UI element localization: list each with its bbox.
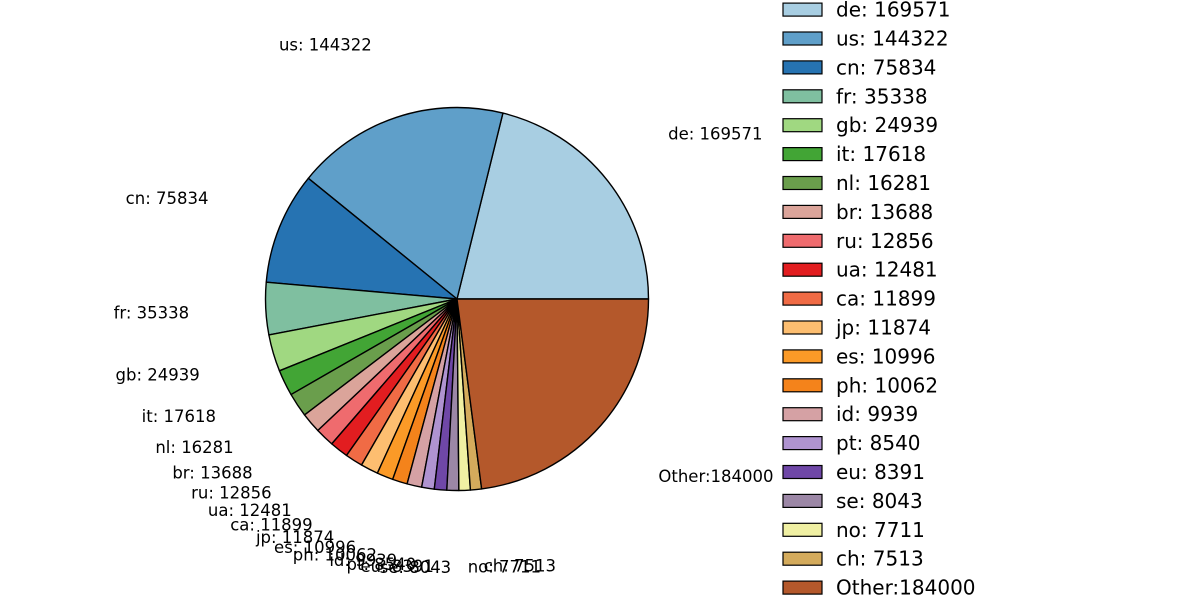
legend-label-Other: Other:184000 <box>836 576 976 600</box>
pie-label-us: us: 144322 <box>279 36 372 55</box>
pie-label-fr: fr: 35338 <box>114 303 190 322</box>
pie-label-de: de: 169571 <box>668 124 762 143</box>
pie-label-eu: eu: 8391 <box>360 557 433 576</box>
legend-item-se: se: 8043 <box>782 489 923 513</box>
pie-label-ua: ua: 12481 <box>208 501 292 520</box>
pie-label-id: id: 9939 <box>329 551 397 570</box>
legend-label-pt: pt: 8540 <box>836 431 921 455</box>
legend-item-de: de: 169571 <box>782 0 950 22</box>
pie-label-ph: ph: 10062 <box>293 546 377 565</box>
pie-label-Other: Other:184000 <box>658 467 773 486</box>
legend-swatch-id <box>782 407 823 422</box>
pie-label-jp: jp: 11874 <box>255 528 334 547</box>
legend-swatch-br <box>782 204 823 219</box>
legend-label-id: id: 9939 <box>836 402 918 426</box>
legend-item-nl: nl: 16281 <box>782 171 931 195</box>
legend-item-eu: eu: 8391 <box>782 460 925 484</box>
pie-wedge-de <box>456 112 650 300</box>
pie-wedges <box>264 106 650 492</box>
legend-label-ch: ch: 7513 <box>836 547 924 571</box>
legend-item-ua: ua: 12481 <box>782 258 938 282</box>
pie-label-ru: ru: 12856 <box>191 483 272 502</box>
pie-wedge-Other <box>456 298 650 490</box>
legend-swatch-pt <box>782 436 823 451</box>
legend-item-ru: ru: 12856 <box>782 229 934 253</box>
legend-item-pt: pt: 8540 <box>782 431 921 455</box>
legend-swatch-nl <box>782 175 823 191</box>
legend-label-it: it: 17618 <box>836 142 926 166</box>
legend-label-cn: cn: 75834 <box>836 55 936 79</box>
legend-swatch-es <box>782 349 823 364</box>
legend-item-jp: jp: 11874 <box>782 316 931 340</box>
legend-label-ph: ph: 10062 <box>836 373 938 397</box>
pie-label-pt: pt: 8540 <box>347 555 417 574</box>
legend: de: 169571 us: 144322 cn: 75834 fr: 35338 gb… <box>782 0 976 600</box>
pie-label-br: br: 13688 <box>172 463 252 482</box>
pie-wedge-labels: de: 169571 us: 144322 cn: 75834 fr: 35338 gb… <box>114 36 774 577</box>
legend-swatch-jp <box>782 320 823 335</box>
legend-item-fr: fr: 35338 <box>782 84 928 108</box>
legend-label-no: no: 7711 <box>836 518 925 542</box>
legend-item-gb: gb: 24939 <box>782 113 938 137</box>
legend-swatch-de <box>782 2 823 17</box>
legend-label-ca: ca: 11899 <box>836 287 936 311</box>
legend-label-fr: fr: 35338 <box>836 84 928 108</box>
pie-wedge-cn <box>265 177 458 300</box>
legend-label-br: br: 13688 <box>836 200 933 224</box>
legend-label-ru: ru: 12856 <box>836 229 934 253</box>
legend-swatch-se <box>782 493 823 508</box>
pie-wedge-us <box>307 106 504 300</box>
legend-label-se: se: 8043 <box>836 489 923 513</box>
pie-label-gb: gb: 24939 <box>116 366 200 385</box>
legend-swatch-ru <box>782 233 823 248</box>
legend-label-de: de: 169571 <box>836 0 950 22</box>
pie-label-cn: cn: 75834 <box>126 189 209 208</box>
legend-swatch-ua <box>782 262 823 277</box>
legend-item-ph: ph: 10062 <box>782 373 938 397</box>
pie-label-se: se: 8043 <box>380 558 452 577</box>
legend-swatch-cn <box>782 60 823 75</box>
legend-swatch-us <box>782 31 823 46</box>
legend-swatch-gb <box>782 118 823 133</box>
legend-swatch-eu <box>782 464 823 480</box>
legend-label-eu: eu: 8391 <box>836 460 925 484</box>
legend-item-br: br: 13688 <box>782 200 933 224</box>
legend-swatch-ca <box>782 291 823 306</box>
legend-swatch-fr <box>782 89 823 104</box>
legend-swatch-ph <box>782 378 823 393</box>
legend-item-cn: cn: 75834 <box>782 55 936 79</box>
pie-label-nl: nl: 16281 <box>155 438 233 457</box>
legend-swatch-no <box>782 522 823 537</box>
pie-label-it: it: 17618 <box>142 407 216 426</box>
legend-swatch-it <box>782 147 823 162</box>
legend-item-id: id: 9939 <box>782 402 918 426</box>
legend-swatch-Other <box>782 580 823 595</box>
legend-swatch-ch <box>782 551 823 566</box>
legend-item-it: it: 17618 <box>782 142 926 166</box>
legend-label-us: us: 144322 <box>836 27 949 51</box>
legend-item-es: es: 10996 <box>782 344 935 368</box>
legend-item-no: no: 7711 <box>782 518 925 542</box>
legend-label-ua: ua: 12481 <box>836 258 938 282</box>
legend-item-ca: ca: 11899 <box>782 287 936 311</box>
legend-label-gb: gb: 24939 <box>836 113 938 137</box>
legend-label-nl: nl: 16281 <box>836 171 931 195</box>
legend-item-ch: ch: 7513 <box>782 547 924 571</box>
pie-label-no: no: 7711 <box>468 558 541 577</box>
legend-item-Other: Other:184000 <box>782 576 976 600</box>
pie-label-ch: ch: 7513 <box>484 557 556 576</box>
legend-label-jp: jp: 11874 <box>835 316 931 340</box>
pie-label-es: es: 10996 <box>274 538 356 557</box>
legend-item-us: us: 144322 <box>782 27 949 51</box>
pie-label-ca: ca: 11899 <box>230 516 312 535</box>
legend-label-es: es: 10996 <box>836 344 935 368</box>
